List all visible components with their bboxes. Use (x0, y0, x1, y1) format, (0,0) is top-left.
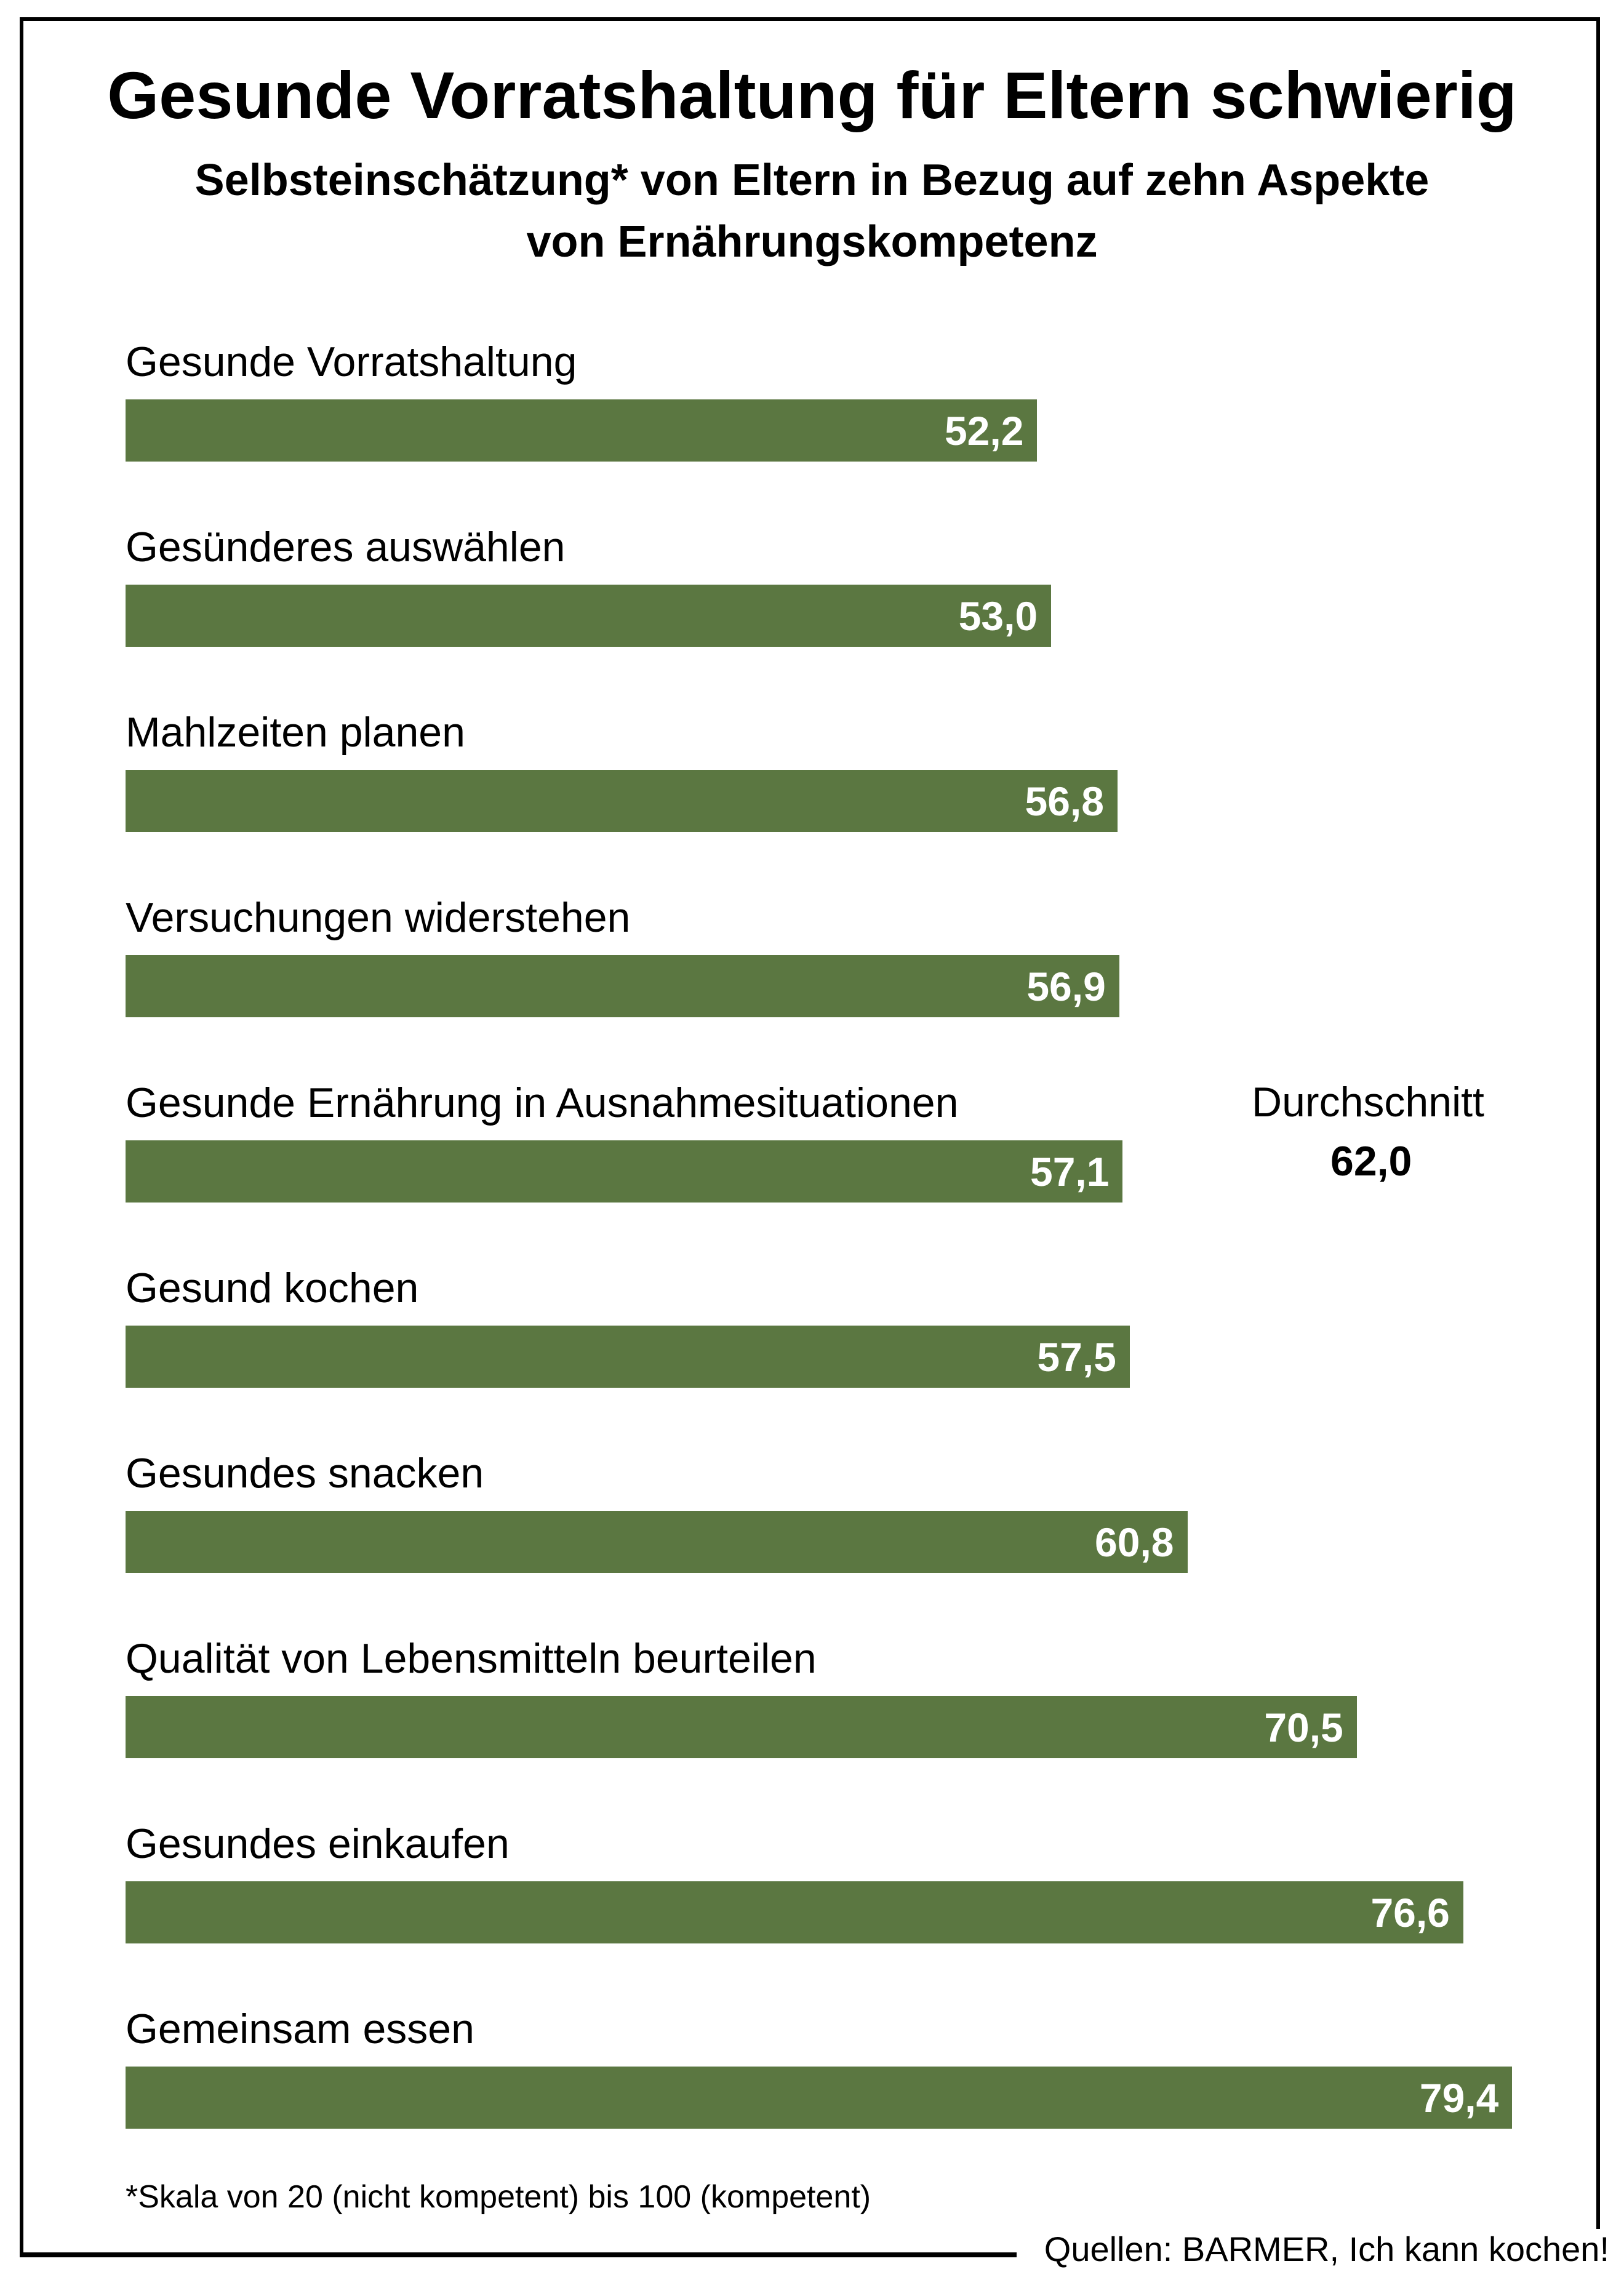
bar-value-label: 52,2 (944, 407, 1024, 454)
bar-label: Gesundes einkaufen (126, 1820, 510, 1867)
bar: 57,1 (126, 1140, 1123, 1203)
bar: 79,4 (126, 2067, 1513, 2129)
bar-label: Gesunde Vorratshaltung (126, 338, 577, 385)
bar-value-label: 53,0 (958, 593, 1038, 639)
frame-bottom-rule (20, 2252, 1017, 2257)
bar-value-label: 57,5 (1037, 1334, 1116, 1380)
chart-title: Gesunde Vorratshaltung für Eltern schwie… (107, 58, 1517, 132)
bar-label: Gesund kochen (126, 1265, 419, 1311)
bar-value-label: 57,1 (1030, 1148, 1110, 1195)
bar-value-label: 60,8 (1095, 1519, 1174, 1565)
bar: 56,8 (126, 770, 1118, 832)
bar-value-label: 56,9 (1026, 963, 1106, 1009)
bar: 53,0 (126, 585, 1052, 647)
chart-subtitle-line-1: Selbsteinschätzung* von Eltern in Bezug … (194, 156, 1430, 205)
bar-value-label: 79,4 (1419, 2075, 1499, 2121)
chart-frame (20, 17, 1600, 2256)
bar-label: Versuchungen widerstehen (126, 894, 631, 941)
footnote: *Skala von 20 (nicht kompetent) bis 100 … (126, 2179, 871, 2215)
bar: 70,5 (126, 1696, 1357, 1758)
bar-value-label: 56,8 (1025, 778, 1104, 824)
average-value: 62,0 (1330, 1138, 1412, 1185)
chart-subtitle-line-2: von Ernährungskompetenz (526, 217, 1098, 266)
bar-label: Gesunde Ernährung in Ausnahmesituationen (126, 1079, 959, 1126)
average-label: Durchschnitt (1252, 1079, 1484, 1126)
bar: 76,6 (126, 1881, 1463, 1943)
bar-value-label: 76,6 (1370, 1889, 1450, 1935)
bar-label: Gesundes snacken (126, 1450, 484, 1497)
bar: 56,9 (126, 955, 1119, 1017)
bar-label: Qualität von Lebensmitteln beurteilen (126, 1635, 817, 1682)
source-credit: Quellen: BARMER, Ich kann kochen! (1044, 2229, 1609, 2269)
bar-label: Gesünderes auswählen (126, 524, 566, 570)
bar: 57,5 (126, 1326, 1130, 1388)
bar-label: Mahlzeiten planen (126, 709, 465, 756)
bar-value-label: 70,5 (1264, 1704, 1343, 1750)
bar: 60,8 (126, 1511, 1188, 1573)
bar: 52,2 (126, 399, 1038, 462)
bar-label: Gemeinsam essen (126, 2006, 474, 2052)
